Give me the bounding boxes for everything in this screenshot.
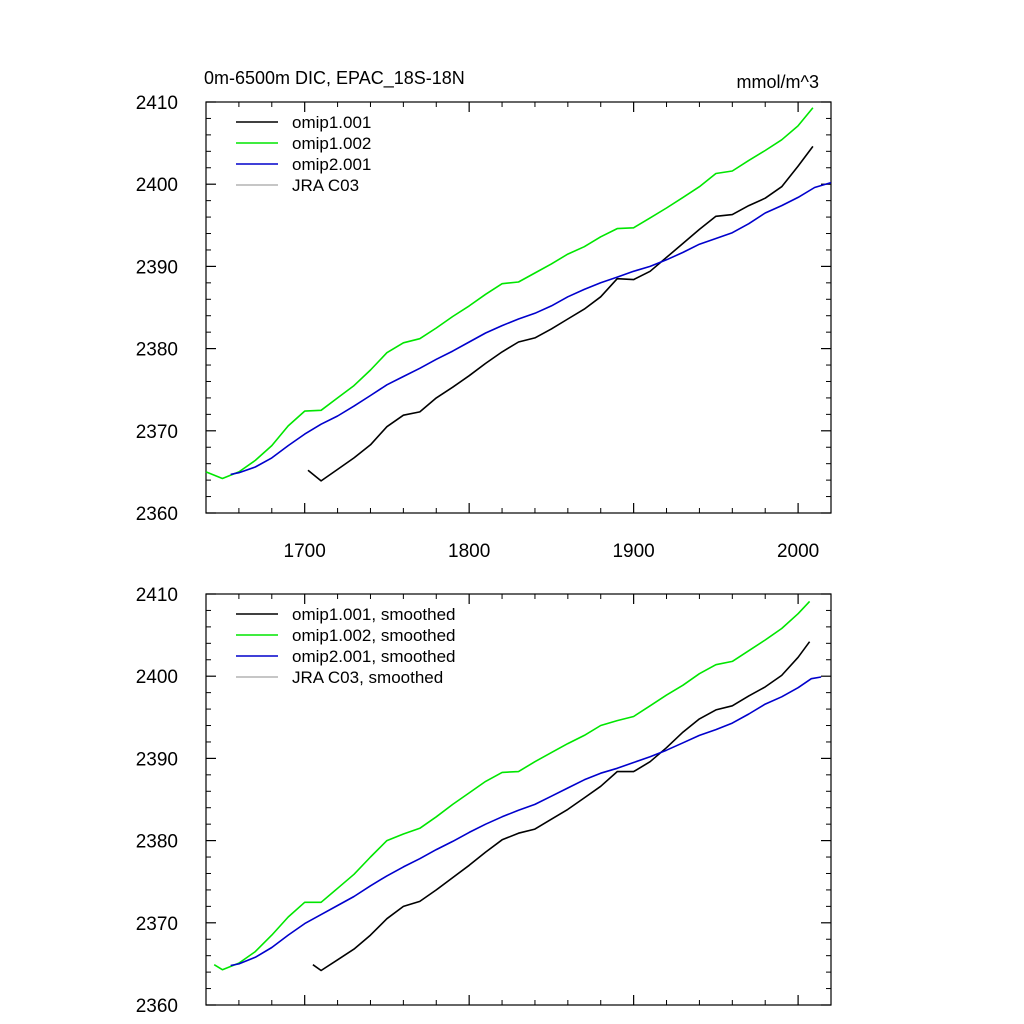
- series-line-0: [307, 145, 814, 482]
- x-tick-label: 2000: [777, 541, 819, 562]
- legend-label-2: omip2.001, smoothed: [292, 647, 456, 666]
- y-tick-label: 2410: [136, 585, 178, 606]
- legend-label-1: omip1.002: [292, 134, 371, 153]
- legend-label-3: JRA C03: [292, 176, 359, 195]
- y-tick-label: 2360: [136, 504, 178, 525]
- plot-frame: [205, 101, 832, 514]
- series-line-1: [205, 107, 814, 480]
- legend-label-0: omip1.001, smoothed: [292, 605, 456, 624]
- x-tick-label: 1800: [448, 541, 490, 562]
- y-tick-label: 2390: [136, 749, 178, 770]
- y-tick-label: 2370: [136, 914, 178, 935]
- y-tick-label: 2400: [136, 667, 178, 688]
- legend-label-0: omip1.001: [292, 113, 371, 132]
- top-panel: 2360 2370 2380 2390 2400 2410 1700 1800 1900 2000…: [136, 68, 832, 562]
- x-tick-label: 1900: [612, 541, 654, 562]
- y-tick-label: 2380: [136, 832, 178, 853]
- y-tick-label: 2410: [136, 93, 178, 114]
- series-line-0: [312, 641, 811, 972]
- units-label: mmol/m^3: [737, 72, 819, 92]
- series-line-1: [213, 600, 811, 971]
- series-line-2: [230, 676, 822, 967]
- legend-label-3: JRA C03, smoothed: [292, 668, 443, 687]
- y-tick-label: 2360: [136, 996, 178, 1017]
- chart-title: 0m-6500m DIC, EPAC_18S-18N: [204, 68, 465, 89]
- series-line-2: [230, 181, 832, 476]
- y-tick-label: 2400: [136, 175, 178, 196]
- plot-frame: [205, 593, 832, 1006]
- legend-label-2: omip2.001: [292, 155, 371, 174]
- legend-label-1: omip1.002, smoothed: [292, 626, 456, 645]
- y-tick-label: 2390: [136, 257, 178, 278]
- x-tick-label: 1700: [284, 541, 326, 562]
- y-tick-label: 2370: [136, 422, 178, 443]
- bottom-panel: 2360 2370 2380 2390 2400 2410 omip1.001, smoot…: [136, 585, 832, 1017]
- y-tick-label: 2380: [136, 340, 178, 361]
